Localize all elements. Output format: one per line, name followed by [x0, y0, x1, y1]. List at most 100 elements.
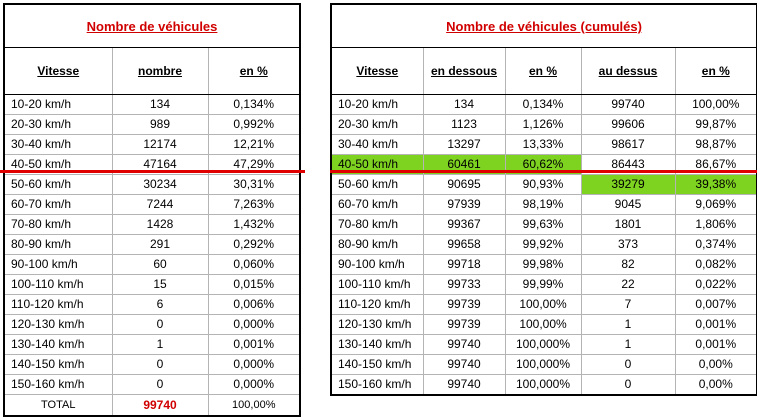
below-percent-cell: 100,000% — [504, 334, 582, 355]
table-row: 150-160 km/h 99740 100,000% 0 0,00% — [330, 374, 757, 396]
below-count-cell: 99718 — [422, 254, 506, 275]
count-cell: 60 — [111, 254, 209, 275]
percent-cell: 0,001% — [207, 334, 301, 355]
count-cell: 989 — [111, 114, 209, 135]
total-label: TOTAL — [3, 394, 113, 417]
above-count-cell: 1 — [580, 314, 676, 335]
table-title: Nombre de véhicules (cumulés) — [330, 4, 757, 48]
above-percent-cell: 0,00% — [674, 374, 757, 396]
column-header: en dessous — [422, 47, 506, 95]
speed-range-cell: 110-120 km/h — [3, 294, 113, 315]
speed-range-cell: 40-50 km/h — [330, 154, 424, 175]
speed-range-cell: 60-70 km/h — [330, 194, 424, 215]
below-count-cell: 134 — [422, 94, 506, 115]
speed-range-cell: 110-120 km/h — [330, 294, 424, 315]
column-header: en % — [207, 47, 301, 95]
speed-range-cell: 50-60 km/h — [330, 174, 424, 195]
speed-range-cell: 30-40 km/h — [3, 134, 113, 155]
count-cell: 30234 — [111, 174, 209, 195]
above-count-cell: 1 — [580, 334, 676, 355]
above-count-cell: 22 — [580, 274, 676, 295]
below-count-cell: 1123 — [422, 114, 506, 135]
percent-cell: 0,134% — [207, 94, 301, 115]
count-cell: 1 — [111, 334, 209, 355]
above-count-cell: 0 — [580, 354, 676, 375]
speed-range-cell: 10-20 km/h — [3, 94, 113, 115]
left-divider-line — [0, 170, 305, 173]
speed-range-cell: 140-150 km/h — [330, 354, 424, 375]
below-percent-cell: 0,134% — [504, 94, 582, 115]
speed-range-cell: 20-30 km/h — [330, 114, 424, 135]
cumulative-vehicle-count-table: Nombre de véhicules (cumulés) Vitesse en d… — [330, 3, 757, 396]
total-count: 99740 — [111, 394, 209, 417]
above-count-cell: 82 — [580, 254, 676, 275]
below-count-cell: 99739 — [422, 294, 506, 315]
table-row: 130-140 km/h 1 0,001% — [3, 334, 301, 355]
speed-range-cell: 80-90 km/h — [3, 234, 113, 255]
below-percent-cell: 98,19% — [504, 194, 582, 215]
above-percent-cell: 86,67% — [674, 154, 757, 175]
above-percent-cell: 0,001% — [674, 334, 757, 355]
table-title: Nombre de véhicules — [3, 4, 301, 48]
speed-range-cell: 100-110 km/h — [3, 274, 113, 295]
below-count-cell: 99658 — [422, 234, 506, 255]
percent-cell: 0,006% — [207, 294, 301, 315]
column-header: Vitesse — [3, 47, 113, 95]
above-percent-cell: 0,082% — [674, 254, 757, 275]
count-cell: 1428 — [111, 214, 209, 235]
table-row: 60-70 km/h 7244 7,263% — [3, 194, 301, 215]
speed-range-cell: 70-80 km/h — [330, 214, 424, 235]
percent-cell: 0,060% — [207, 254, 301, 275]
column-header: Vitesse — [330, 47, 424, 95]
speed-range-cell: 100-110 km/h — [330, 274, 424, 295]
below-percent-cell: 100,000% — [504, 354, 582, 375]
total-percent: 100,00% — [207, 394, 301, 417]
above-percent-cell: 100,00% — [674, 94, 757, 115]
percent-cell: 7,263% — [207, 194, 301, 215]
above-count-cell: 86443 — [580, 154, 676, 175]
table-row: 110-120 km/h 6 0,006% — [3, 294, 301, 315]
count-cell: 0 — [111, 374, 209, 395]
table-row: 30-40 km/h 12174 12,21% — [3, 134, 301, 155]
table-row: 90-100 km/h 99718 99,98% 82 0,082% — [330, 254, 757, 275]
above-percent-cell: 99,87% — [674, 114, 757, 135]
table-row: 100-110 km/h 15 0,015% — [3, 274, 301, 295]
speed-range-cell: 150-160 km/h — [330, 374, 424, 396]
speed-range-cell: 130-140 km/h — [3, 334, 113, 355]
speed-range-cell: 10-20 km/h — [330, 94, 424, 115]
table-row: 60-70 km/h 97939 98,19% 9045 9,069% — [330, 194, 757, 215]
below-percent-cell: 100,00% — [504, 314, 582, 335]
above-percent-cell: 98,87% — [674, 134, 757, 155]
below-percent-cell: 100,000% — [504, 374, 582, 396]
column-header: au dessus — [580, 47, 676, 95]
table-row: 150-160 km/h 0 0,000% — [3, 374, 301, 395]
speed-range-cell: 80-90 km/h — [330, 234, 424, 255]
below-count-cell: 13297 — [422, 134, 506, 155]
table-title-row: Nombre de véhicules — [3, 4, 301, 48]
percent-cell: 0,000% — [207, 314, 301, 335]
count-cell: 7244 — [111, 194, 209, 215]
table-row: 50-60 km/h 30234 30,31% — [3, 174, 301, 195]
table-row: 40-50 km/h 47164 47,29% — [3, 154, 301, 175]
table-row: 20-30 km/h 989 0,992% — [3, 114, 301, 135]
speed-range-cell: 120-130 km/h — [330, 314, 424, 335]
vehicle-count-table: Nombre de véhicules Vitesse nombre en % 10-2… — [3, 3, 302, 417]
table-row: 70-80 km/h 1428 1,432% — [3, 214, 301, 235]
table-row: 80-90 km/h 99658 99,92% 373 0,374% — [330, 234, 757, 255]
speed-range-cell: 60-70 km/h — [3, 194, 113, 215]
percent-cell: 0,015% — [207, 274, 301, 295]
table-row: 50-60 km/h 90695 90,93% 39279 39,38% — [330, 174, 757, 195]
table-row: 140-150 km/h 99740 100,000% 0 0,00% — [330, 354, 757, 375]
count-cell: 291 — [111, 234, 209, 255]
above-percent-cell: 1,806% — [674, 214, 757, 235]
above-count-cell: 7 — [580, 294, 676, 315]
speed-range-cell: 120-130 km/h — [3, 314, 113, 335]
speed-range-cell: 50-60 km/h — [3, 174, 113, 195]
count-cell: 0 — [111, 314, 209, 335]
below-percent-cell: 99,63% — [504, 214, 582, 235]
above-count-cell: 98617 — [580, 134, 676, 155]
table-row: 70-80 km/h 99367 99,63% 1801 1,806% — [330, 214, 757, 235]
count-cell: 15 — [111, 274, 209, 295]
percent-cell: 0,000% — [207, 354, 301, 375]
below-percent-cell: 99,99% — [504, 274, 582, 295]
